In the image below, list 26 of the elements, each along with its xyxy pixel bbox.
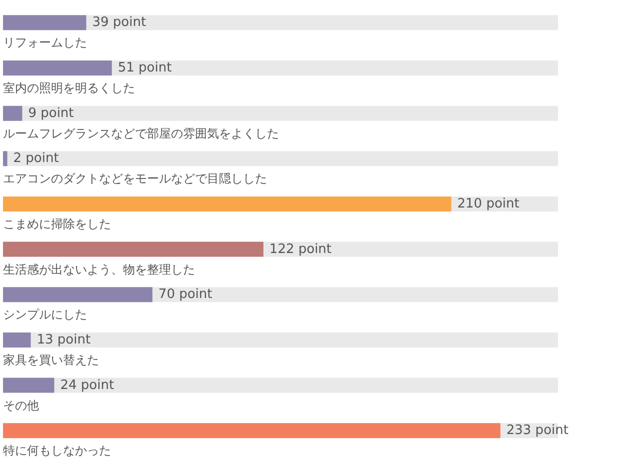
- data-label: 70 point: [158, 287, 212, 302]
- y-tick-label: 家具を買い替えた: [3, 352, 99, 367]
- y-tick-label: 生活感が出ないよう、物を整理した: [3, 262, 195, 276]
- y-tick-label: 特に何もしなかった: [3, 444, 111, 458]
- data-label: 9 point: [28, 106, 74, 121]
- bar: [3, 60, 112, 76]
- data-label: 210 point: [457, 196, 520, 212]
- data-label: 233 point: [506, 423, 568, 438]
- data-label: 13 point: [36, 332, 91, 348]
- data-label: 24 point: [60, 378, 114, 393]
- data-label: 122 point: [269, 242, 332, 257]
- data-label: 51 point: [118, 60, 172, 76]
- y-tick-label: その他: [3, 398, 39, 412]
- y-tick-label: ルームフレグランスなどで部屋の雰囲気をよくした: [3, 126, 279, 140]
- y-tick-label: シンプルにした: [3, 308, 87, 322]
- data-label: 2 point: [13, 151, 59, 166]
- bar: [3, 151, 8, 166]
- bar: [3, 15, 86, 30]
- bar: [3, 378, 54, 393]
- y-tick-label: 室内の照明を明るくした: [3, 80, 135, 95]
- bar: [3, 332, 31, 348]
- y-tick-label: こまめに掃除をした: [3, 216, 111, 231]
- bar: [3, 106, 22, 121]
- y-tick-label: リフォームした: [3, 36, 87, 50]
- data-label: 39 point: [92, 15, 146, 30]
- y-tick-label: エアコンのダクトなどをモールなどで目隠しした: [3, 172, 267, 186]
